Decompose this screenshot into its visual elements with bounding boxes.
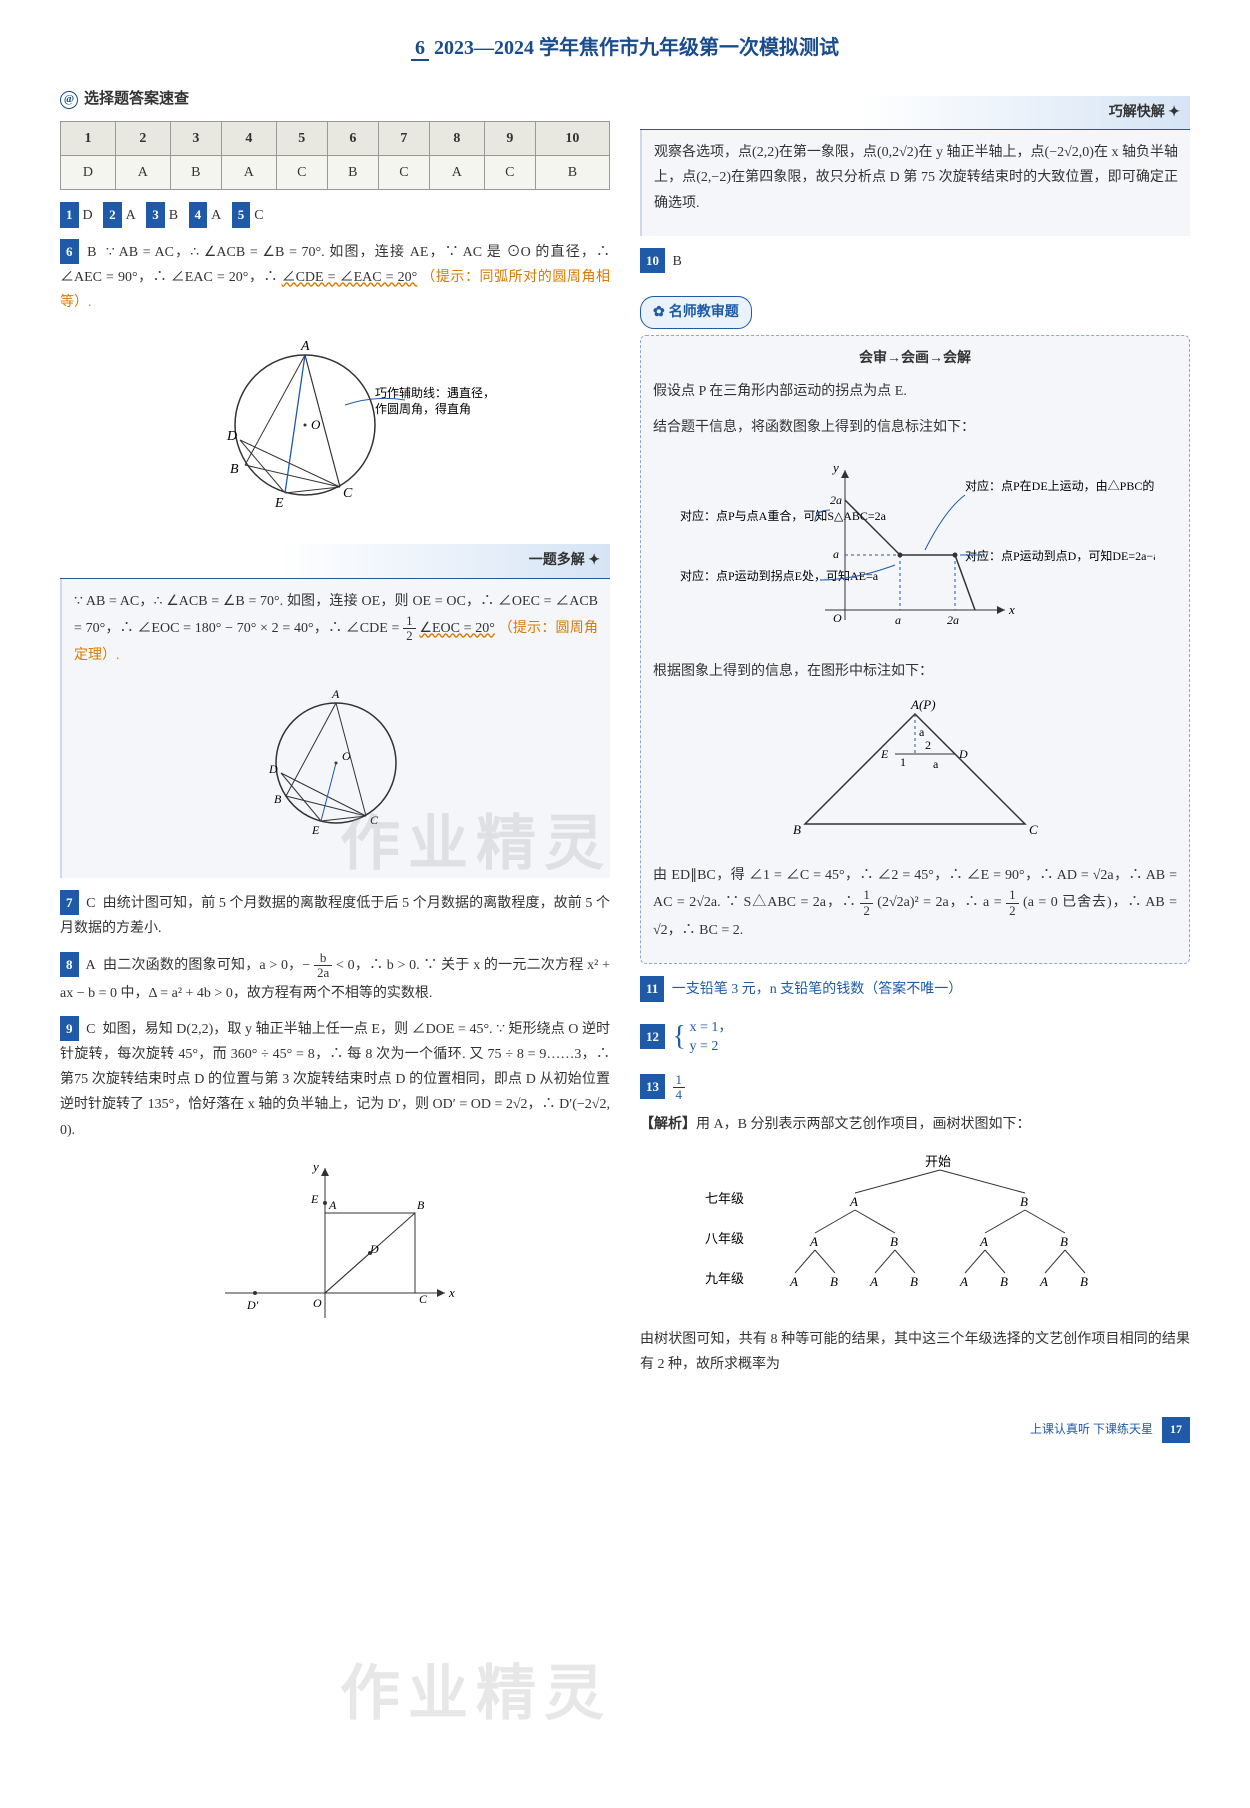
- answer-table: 12 34 56 78 910 DA BA CB CA CB: [60, 121, 610, 190]
- q6-solution: 6 B ∵ AB = AC，∴ ∠ACB = ∠B = 70°. 如图，连接 A…: [60, 239, 610, 316]
- svg-text:对应：点P与点A重合，可知S△ABC=2a: 对应：点P与点A重合，可知S△ABC=2a: [680, 508, 887, 523]
- figure-triangle: A(P) B C E D a 2 1 a: [653, 694, 1177, 853]
- svg-text:B: B: [910, 1274, 918, 1289]
- multi-solve-box: ∵ AB = AC，∴ ∠ACB = ∠B = 70°. 如图，连接 OE，则 …: [60, 579, 610, 878]
- svg-text:A: A: [809, 1234, 818, 1249]
- svg-text:A: A: [849, 1194, 858, 1209]
- svg-text:E: E: [274, 496, 284, 511]
- watermark-2: 作业精灵: [340, 1640, 612, 1748]
- svg-text:B: B: [793, 822, 801, 837]
- answer-strip: 1D 2A 3B 4A 5C: [60, 202, 610, 228]
- q7-solution: 7 C 由统计图可知，前 5 个月数据的离散程度低于后 5 个月数据的离散程度，…: [60, 890, 610, 941]
- svg-text:a: a: [895, 613, 901, 627]
- svg-text:八年级: 八年级: [705, 1231, 744, 1246]
- svg-text:2a: 2a: [947, 613, 959, 627]
- tree-diagram: 开始 七年级 八年级 九年级 A B A B A B A B A B A B A B: [640, 1148, 1190, 1317]
- svg-text:a: a: [919, 725, 925, 739]
- svg-text:O: O: [833, 611, 842, 625]
- quick-check-header: @ 选择题答案速查: [60, 86, 610, 113]
- svg-text:A: A: [300, 339, 310, 354]
- teacher-subtitle: 会审→会画→会解: [653, 346, 1177, 371]
- svg-text:E: E: [880, 747, 889, 761]
- svg-text:B: B: [417, 1198, 425, 1212]
- svg-text:O: O: [313, 1296, 322, 1310]
- svg-text:B: B: [1000, 1274, 1008, 1289]
- svg-text:B: B: [830, 1274, 838, 1289]
- svg-text:D′: D′: [246, 1298, 259, 1312]
- svg-text:七年级: 七年级: [705, 1191, 744, 1206]
- svg-text:D: D: [268, 762, 278, 776]
- svg-text:A: A: [979, 1234, 988, 1249]
- multi-solve-title: 一题多解 ✦: [60, 544, 610, 578]
- svg-text:A(P): A(P): [910, 697, 936, 712]
- svg-text:B: B: [1080, 1274, 1088, 1289]
- svg-text:y: y: [311, 1159, 319, 1174]
- svg-text:y: y: [831, 460, 839, 475]
- svg-text:B: B: [890, 1234, 898, 1249]
- svg-text:x: x: [1008, 602, 1015, 617]
- figure-q9-rect: x y O A B C D E D′: [60, 1153, 610, 1342]
- svg-text:A: A: [959, 1274, 968, 1289]
- svg-text:E: E: [311, 823, 320, 837]
- svg-text:D: D: [958, 747, 968, 761]
- svg-text:B: B: [1060, 1234, 1068, 1249]
- title-number: 6: [411, 37, 429, 61]
- q13-analysis: 【解析】用 A，B 分别表示两部文艺创作项目，画树状图如下：: [640, 1112, 1190, 1137]
- svg-text:九年级: 九年级: [705, 1271, 744, 1286]
- svg-text:x: x: [448, 1285, 455, 1300]
- teacher-box: 会审→会画→会解 假设点 P 在三角形内部运动的拐点为点 E. 结合题干信息，将…: [640, 335, 1190, 964]
- svg-text:对应：点P运动到点D，可知DE=2a−a=a: 对应：点P运动到点D，可知DE=2a−a=a: [965, 548, 1155, 563]
- svg-text:C: C: [370, 813, 379, 827]
- svg-text:D: D: [226, 429, 237, 444]
- svg-text:a: a: [833, 547, 839, 561]
- svg-text:2: 2: [925, 738, 931, 752]
- smart-solve-box: 观察各选项，点(2,2)在第一象限，点(0,2√2)在 y 轴正半轴上，点(−2…: [640, 130, 1190, 236]
- svg-text:对应：点P运动到拐点E处，可知AE=a: 对应：点P运动到拐点E处，可知AE=a: [680, 568, 879, 583]
- svg-text:B: B: [1020, 1194, 1028, 1209]
- svg-text:A: A: [869, 1274, 878, 1289]
- smart-solve-title: 巧解快解 ✦: [640, 96, 1190, 130]
- figure-1-circle: O A B C D E 巧作辅助线：遇直径， 作圆周角，得直角: [60, 325, 610, 534]
- svg-text:巧作辅助线：遇直径，: 巧作辅助线：遇直径，: [375, 386, 495, 400]
- q13-conclusion: 由树状图可知，共有 8 种等可能的结果，其中这三个年级选择的文艺创作项目相同的结…: [640, 1327, 1190, 1377]
- svg-text:开始: 开始: [925, 1154, 951, 1169]
- q9-solution: 9 C 如图，易知 D(2,2)，取 y 轴正半轴上任一点 E，则 ∠DOE =…: [60, 1016, 610, 1143]
- svg-text:O: O: [311, 417, 321, 432]
- title-text: 2023—2024 学年焦作市九年级第一次模拟测试: [434, 37, 839, 59]
- svg-text:1: 1: [900, 755, 906, 769]
- svg-text:2a: 2a: [830, 493, 842, 507]
- svg-text:C: C: [419, 1292, 428, 1306]
- figure-function-graph: x y O 2a a a 2a 对应：点P在DE上运动，由△PBC的面积不变，可…: [653, 450, 1177, 649]
- q8-solution: 8 A 由二次函数的图象可知，a > 0，− b2a < 0，∴ b > 0. …: [60, 951, 610, 1006]
- svg-text:B: B: [230, 462, 239, 477]
- page-footer: 上课认真听 下课练天星 17: [60, 1417, 1190, 1443]
- svg-text:E: E: [310, 1192, 319, 1206]
- svg-text:A: A: [789, 1274, 798, 1289]
- teacher-box-title: ✿名师教审题: [640, 296, 752, 329]
- q10-answer: 10 B: [640, 248, 1190, 274]
- svg-text:C: C: [343, 486, 353, 501]
- q11-answer: 11 一支铅笔 3 元，n 支铅笔的钱数（答案不唯一）: [640, 976, 1190, 1002]
- svg-text:作圆周角，得直角: 作圆周角，得直角: [375, 401, 471, 416]
- svg-text:a: a: [933, 757, 939, 771]
- q12-answer: 12 { x = 1， y = 2: [640, 1012, 1190, 1062]
- q13-answer: 13 14: [640, 1073, 1190, 1103]
- svg-text:B: B: [274, 792, 282, 806]
- svg-text:A: A: [331, 687, 340, 701]
- svg-text:对应：点P在DE上运动，由△PBC的面积不变，可知DE∥BC: 对应：点P在DE上运动，由△PBC的面积不变，可知DE∥BC: [965, 478, 1155, 493]
- svg-text:C: C: [1029, 822, 1038, 837]
- header-icon: @: [60, 91, 78, 109]
- svg-text:A: A: [328, 1198, 337, 1212]
- page-title: 6 2023—2024 学年焦作市九年级第一次模拟测试: [60, 30, 1190, 66]
- svg-text:A: A: [1039, 1274, 1048, 1289]
